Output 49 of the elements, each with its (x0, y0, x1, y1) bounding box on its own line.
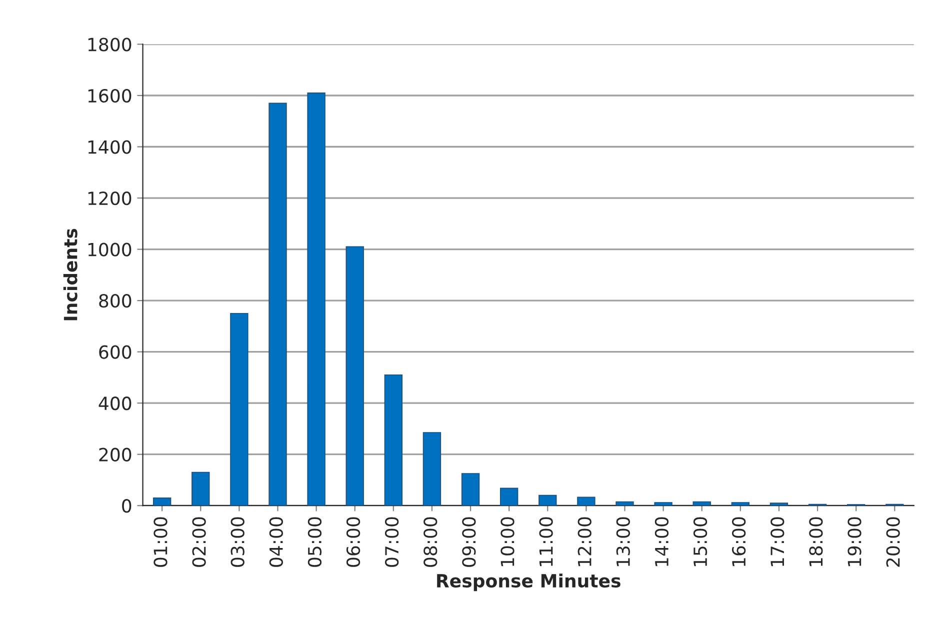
y-tick-label: 0 (122, 499, 132, 513)
x-tick-label: 13:00 (616, 517, 630, 566)
y-axis-title: Incidents (63, 228, 78, 320)
x-tick-label: 14:00 (654, 517, 669, 566)
x-tick-label: 08:00 (424, 517, 438, 567)
bar (654, 502, 672, 506)
x-tick-label: 10:00 (500, 517, 514, 566)
bar (616, 501, 634, 506)
x-tick-label: 03:00 (230, 517, 244, 567)
x-tick-label: 02:00 (192, 517, 206, 567)
x-tick-label: 11:00 (539, 517, 553, 566)
bar (538, 494, 557, 506)
x-tick-label: 15:00 (693, 517, 708, 566)
x-tick-label: 20:00 (886, 517, 900, 567)
bar (770, 502, 788, 506)
bar (422, 432, 442, 506)
x-tick-label: 17:00 (770, 517, 784, 566)
bar (307, 92, 326, 506)
bar (346, 246, 364, 506)
x-tick-label: 09:00 (462, 517, 476, 567)
y-tick-label: 1400 (88, 140, 132, 154)
bar (500, 488, 518, 506)
x-tick-label: 01:00 (154, 517, 168, 567)
x-tick-label: 12:00 (578, 517, 592, 566)
x-tick-label: 18:00 (809, 517, 823, 566)
x-axis-title: Response Minutes (437, 574, 620, 592)
y-tick-label: 1600 (88, 88, 132, 103)
y-tick-label: 200 (99, 448, 132, 462)
x-tick-label: 16:00 (732, 517, 746, 566)
x-tick-label: 07:00 (384, 517, 399, 567)
bar (268, 102, 287, 506)
y-tick-label: 1000 (88, 242, 132, 256)
x-tick-label: 04:00 (269, 517, 283, 567)
y-tick-label: 600 (99, 345, 132, 359)
y-tick-label: 1200 (88, 191, 132, 206)
y-tick-label: 1800 (88, 38, 132, 52)
bar (461, 473, 480, 506)
bar (152, 497, 172, 506)
bar (577, 496, 596, 506)
bar (192, 472, 210, 506)
bar (731, 502, 750, 506)
bar (230, 312, 248, 506)
y-tick-label: 400 (98, 396, 132, 410)
bar (384, 374, 403, 506)
x-tick-label: 06:00 (346, 517, 360, 567)
x-tick-label: 05:00 (308, 517, 322, 567)
y-tick-label: 800 (99, 294, 132, 308)
x-tick-label: 19:00 (848, 517, 862, 566)
bar (692, 501, 711, 506)
